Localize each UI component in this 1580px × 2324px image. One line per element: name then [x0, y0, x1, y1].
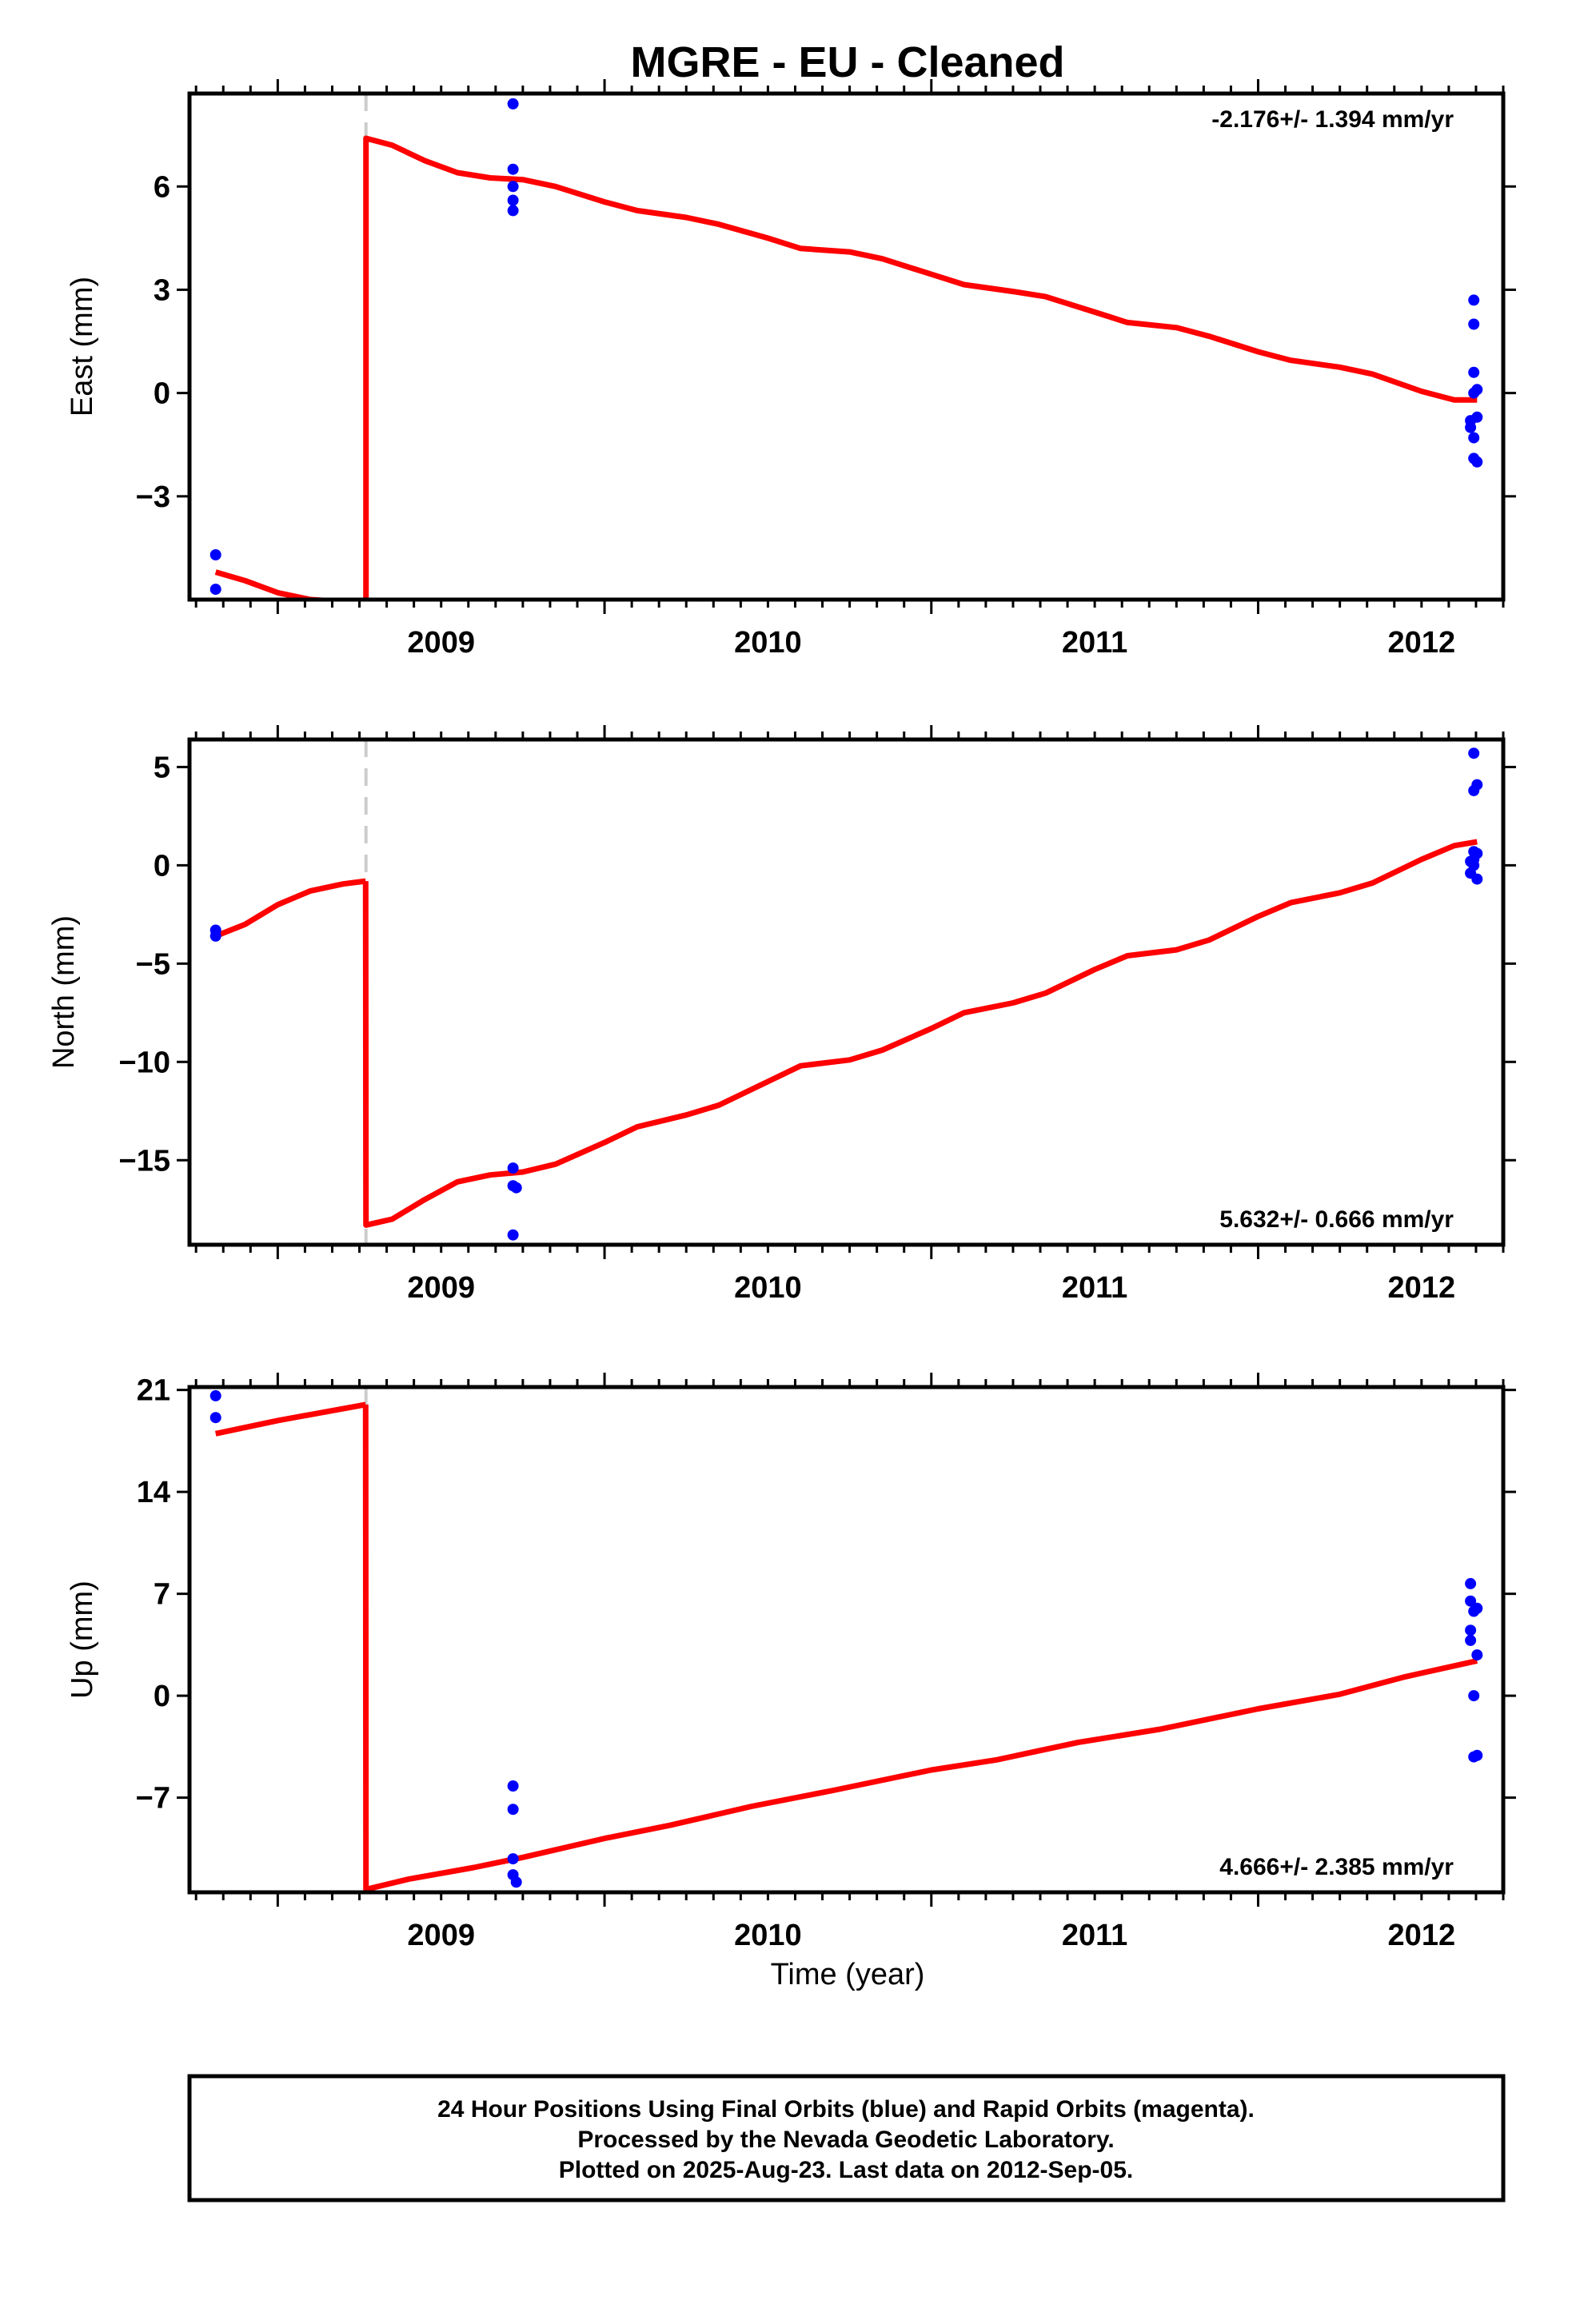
up-frame — [187, 1385, 1506, 1895]
north-data-point — [507, 1229, 519, 1241]
up-data-point — [1465, 1634, 1477, 1646]
north-data-point — [209, 930, 221, 942]
north-data-point — [510, 1182, 522, 1194]
north-panel: 5 0 −5 −10 −15 2009 2010 2011 2012 North (mm) 5.63… — [47, 725, 1516, 1305]
caption-line-3: Plotted on 2025-Aug-23. Last data on 201… — [559, 2157, 1134, 2183]
up-x-tick-label: 2012 — [1388, 1919, 1456, 1952]
up-model-group — [214, 1401, 1478, 1892]
up-data-point — [1471, 1749, 1483, 1761]
north-x-tick-label: 2012 — [1388, 1271, 1456, 1305]
east-data-point — [507, 163, 519, 175]
up-data-point — [1468, 1605, 1480, 1617]
up-x-tick-label: 2010 — [734, 1919, 802, 1952]
north-data-point — [1468, 747, 1480, 759]
north-y-tick-label: −10 — [119, 1046, 170, 1079]
north-points-group — [209, 747, 1483, 1241]
east-panel: 6 3 0 −3 2009 2010 2011 2012 East (mm) -2.176+/- … — [66, 79, 1516, 660]
north-data-point — [507, 1162, 519, 1174]
north-y-tick-label: −5 — [136, 947, 170, 981]
east-points-group — [209, 98, 1483, 596]
east-model-segment-1 — [214, 569, 356, 600]
east-x-tick-label: 2012 — [1388, 626, 1456, 660]
up-panel: 21 14 7 0 −7 2009 2010 2011 2012 Up (mm) 4.666+/- … — [66, 1373, 1516, 1952]
east-y-tick-label: 6 — [154, 170, 170, 204]
east-data-point — [1471, 411, 1483, 423]
north-model-group — [214, 839, 1478, 1228]
up-data-point — [209, 1389, 221, 1401]
north-x-tick-label: 2011 — [1062, 1271, 1127, 1305]
up-data-point — [507, 1780, 519, 1792]
up-data-point — [1465, 1577, 1477, 1589]
north-y-axis-label: North (mm) — [47, 915, 81, 1069]
caption-box — [187, 2074, 1506, 2202]
up-rate-label: 4.666+/- 2.385 mm/yr — [1219, 1854, 1454, 1880]
north-y-tick-label: 0 — [154, 849, 170, 883]
up-model-segment-1 — [214, 1401, 366, 1437]
east-data-point — [507, 194, 519, 206]
up-y-axis-label: Up (mm) — [66, 1581, 99, 1699]
north-model-segment-2 — [362, 839, 1478, 1228]
east-model-group — [214, 135, 1478, 600]
east-data-point — [1471, 384, 1483, 396]
up-data-point — [510, 1876, 522, 1888]
east-data-point — [1468, 294, 1480, 306]
east-data-point — [1468, 366, 1480, 378]
east-x-tick-label: 2009 — [407, 626, 475, 660]
up-data-point — [1468, 1690, 1480, 1702]
north-data-point — [1471, 873, 1483, 885]
east-data-point — [209, 584, 221, 596]
east-data-point — [1468, 432, 1480, 444]
north-x-tick-label: 2010 — [734, 1271, 802, 1305]
east-x-tick-label: 2010 — [734, 626, 802, 660]
east-y-tick-label: 0 — [154, 377, 170, 411]
east-model-segment-2 — [363, 135, 1478, 600]
north-model-segment-1 — [214, 878, 366, 939]
up-data-point — [507, 1804, 519, 1816]
up-data-point — [1465, 1624, 1477, 1636]
east-data-point — [507, 98, 519, 110]
up-y-tick-label: 21 — [137, 1374, 170, 1408]
east-rate-label: -2.176+/- 1.394 mm/yr — [1211, 106, 1454, 133]
north-y-tick-label: −15 — [119, 1144, 170, 1178]
up-data-point — [209, 1412, 221, 1424]
north-data-point — [1468, 784, 1480, 796]
up-y-tick-label: 7 — [154, 1578, 170, 1612]
up-x-tick-label: 2009 — [407, 1919, 475, 1952]
up-data-point — [1465, 1595, 1477, 1607]
north-x-tick-label: 2009 — [407, 1271, 475, 1305]
east-frame — [187, 91, 1506, 602]
up-model-segment-2 — [362, 1404, 1478, 1892]
caption-line-2: Processed by the Nevada Geodetic Laborat… — [577, 2127, 1114, 2153]
chart-title: MGRE - EU - Cleaned — [630, 38, 1064, 86]
east-data-point — [1465, 421, 1477, 433]
east-y-axis-label: East (mm) — [66, 277, 99, 417]
caption-line-1: 24 Hour Positions Using Final Orbits (bl… — [437, 2096, 1255, 2123]
up-points-group — [209, 1389, 1483, 1888]
east-data-point — [1468, 318, 1480, 330]
up-y-tick-label: 14 — [137, 1476, 170, 1509]
up-x-tick-label: 2011 — [1062, 1919, 1127, 1952]
north-frame — [187, 737, 1506, 1247]
x-axis-label: Time (year) — [771, 1958, 925, 1991]
east-data-point — [507, 205, 519, 217]
east-y-tick-label: −3 — [136, 480, 170, 514]
east-data-point — [209, 549, 221, 560]
north-y-tick-label: 5 — [154, 751, 170, 784]
up-y-tick-label: −7 — [136, 1782, 170, 1816]
east-data-point — [507, 181, 519, 193]
east-x-tick-label: 2011 — [1062, 626, 1127, 660]
east-y-tick-label: 3 — [154, 273, 170, 307]
north-rate-label: 5.632+/- 0.666 mm/yr — [1219, 1206, 1454, 1233]
east-data-point — [1471, 456, 1483, 468]
up-data-point — [507, 1853, 519, 1865]
up-data-point — [1471, 1649, 1483, 1661]
up-y-tick-label: 0 — [154, 1680, 170, 1713]
